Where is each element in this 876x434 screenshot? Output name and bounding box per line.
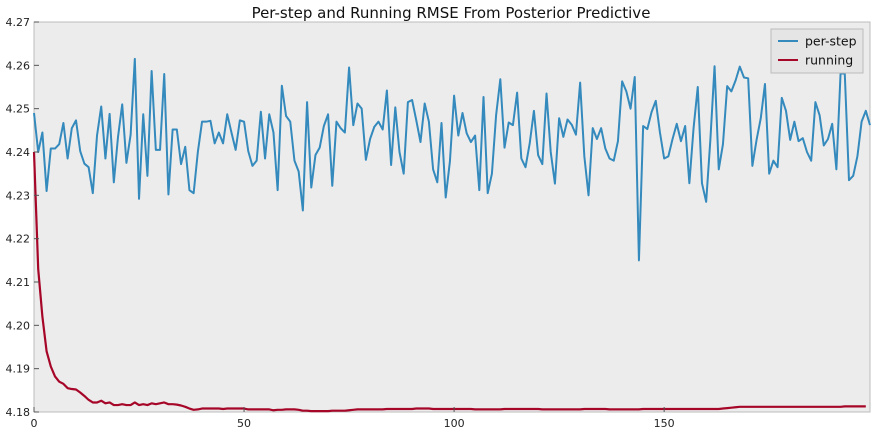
y-tick-label: 4.24 [6, 146, 31, 159]
legend-label-running: running [805, 53, 853, 68]
y-tick-label: 4.20 [6, 319, 31, 332]
chart-title: Per-step and Running RMSE From Posterior… [252, 4, 651, 22]
x-tick-label: 0 [31, 417, 38, 430]
legend-label-per-step: per-step [805, 34, 857, 49]
series-line-per-step [33, 57, 871, 262]
y-tick-label: 4.25 [6, 103, 31, 116]
y-tick-label: 4.27 [6, 16, 31, 29]
axis-ticks: 0 50 100 150 4.18 4.19 4.20 4.21 4.22 4.23 4.24 4.2… [6, 16, 675, 430]
y-tick-label: 4.26 [6, 59, 31, 72]
plot-area [33, 21, 871, 413]
series-lines [32, 57, 871, 413]
x-tick-label: 50 [237, 417, 251, 430]
legend: per-step running [770, 28, 864, 74]
x-tick-label: 100 [444, 417, 465, 430]
y-tick-label: 4.22 [6, 233, 31, 246]
y-tick-label: 4.19 [6, 363, 31, 376]
y-tick-label: 4.18 [6, 406, 31, 419]
series-line-running [32, 151, 866, 413]
y-tick-label: 4.23 [6, 189, 31, 202]
y-tick-label: 4.21 [6, 276, 31, 289]
x-tick-label: 150 [654, 417, 675, 430]
legend-box [770, 28, 864, 74]
